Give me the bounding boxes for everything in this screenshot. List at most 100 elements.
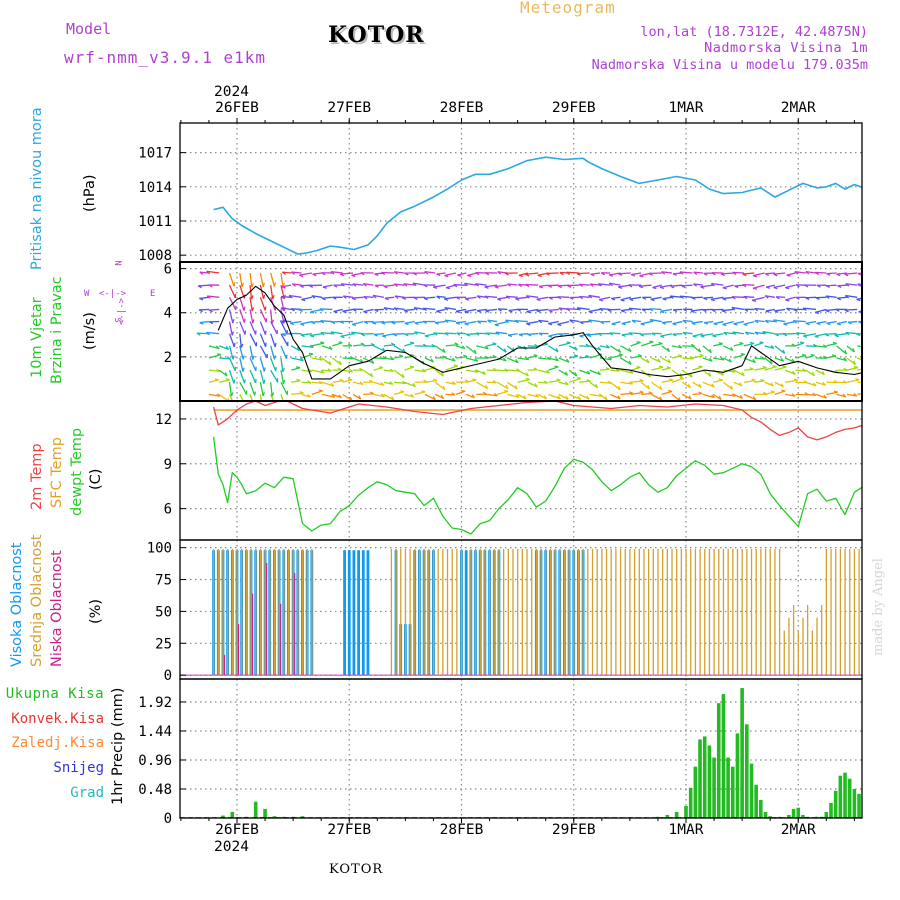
mid-cloud-bar	[591, 548, 594, 676]
wind-arrow	[577, 272, 590, 275]
wind-arrow-head	[333, 310, 338, 314]
wind-arrow	[373, 345, 386, 352]
wind-arrow	[661, 379, 673, 383]
wind-arrow	[876, 273, 888, 274]
wind-arrow-head	[866, 283, 869, 285]
wind-arrow	[435, 320, 446, 324]
wind-arrow-head	[444, 307, 449, 311]
cloud-unit: (%)	[88, 598, 104, 624]
wind-arrow	[836, 345, 847, 355]
compass-south: S	[114, 317, 125, 323]
wind-arrow	[494, 320, 508, 326]
mid-cloud-bar	[306, 548, 308, 676]
wind-arrow	[630, 341, 641, 347]
wind-arrow-head	[597, 333, 602, 337]
wind-arrow-head	[280, 307, 285, 311]
wind-arrow	[404, 320, 415, 324]
low-cloud-bar	[252, 593, 254, 676]
wind-arrow-head	[637, 354, 642, 357]
wind-arrow-head	[290, 308, 295, 312]
wind-arrow	[270, 321, 278, 335]
wind-arrow	[548, 333, 559, 337]
wind-arrow-head	[856, 333, 861, 337]
wind-axis-title-1: 10m Vjetar	[29, 297, 45, 378]
wind-arrow	[259, 309, 267, 323]
wind-arrow-head	[721, 309, 726, 313]
wind-arrow	[249, 272, 253, 288]
wind-arrow-head	[453, 284, 458, 288]
wind-arrow-head	[497, 298, 502, 301]
precip-bar	[272, 816, 277, 818]
wind-arrow-head	[605, 367, 610, 370]
wind-arrow	[475, 332, 487, 335]
wind-arrow	[679, 271, 693, 274]
wind-arrow-head	[409, 365, 414, 368]
wind-arrow-head	[431, 365, 436, 369]
wind-arrow	[206, 331, 220, 335]
wind-arrow-head	[263, 379, 266, 384]
wind-arrow	[620, 296, 631, 301]
wind-arrow-head	[836, 297, 842, 301]
wind-arrow	[702, 357, 713, 362]
wind-arrow-head	[764, 295, 769, 299]
wind-arrow	[290, 345, 300, 352]
wind-arrow	[745, 331, 755, 335]
wind-arrow	[671, 345, 682, 349]
wind-arrow-head	[661, 321, 667, 325]
compass-west: W	[84, 289, 90, 299]
wind-arrow	[889, 309, 898, 310]
wind-arrow-head	[232, 355, 235, 360]
wind-arrow-head	[574, 346, 578, 351]
wind-arrow-head	[505, 319, 510, 323]
wind-arrow	[661, 367, 671, 371]
wind-arrow	[803, 333, 817, 337]
wind-arrow-head	[472, 378, 477, 381]
precip-tick-label: 0.48	[138, 782, 172, 798]
wind-arrow-head	[339, 378, 344, 382]
date-label-top: 2MAR	[780, 100, 816, 116]
wind-arrow	[630, 380, 644, 383]
wind-arrow	[785, 379, 798, 383]
wind-arrow	[722, 320, 734, 326]
wind-arrow	[270, 285, 274, 300]
wind-arrow	[466, 369, 479, 373]
wind-unit: (m/s)	[82, 312, 98, 350]
wind-arrow-head	[698, 391, 703, 395]
wind-arrow	[291, 380, 301, 383]
wind-arrow-head	[810, 353, 815, 357]
wind-arrow-head	[887, 323, 891, 324]
wind-arrow	[733, 369, 745, 377]
wind-arrow-head	[599, 308, 604, 312]
wind-arrow-head	[743, 296, 748, 300]
pressure-tick-label: 1014	[138, 180, 172, 196]
wind-arrow-head	[206, 295, 211, 299]
wind-arrow	[681, 284, 693, 287]
compass-horizontal: <-|->	[99, 289, 127, 299]
wind-arrow-head	[206, 270, 211, 275]
wind-arrow	[280, 394, 284, 401]
precip-bar	[801, 814, 805, 818]
wind-arrow	[691, 320, 703, 324]
mid-cloud-bar	[222, 548, 224, 676]
wind-arrow-head	[526, 310, 531, 314]
wind-arrow-head	[363, 296, 368, 300]
precip-bar	[895, 816, 899, 818]
mid-cloud-bar	[255, 548, 257, 676]
mid-cloud-bar	[540, 548, 542, 676]
wind-arrow	[846, 345, 855, 353]
wind-arrow	[732, 331, 745, 335]
mid-cloud-bar	[535, 548, 538, 676]
wind-arrow	[363, 295, 374, 298]
wind-arrow-head	[436, 273, 441, 277]
wind-arrow-head	[639, 390, 644, 394]
mid-cloud-bar	[699, 548, 701, 676]
wind-arrow-head	[433, 332, 438, 336]
precip-bar	[712, 757, 716, 818]
mid-cloud-bar	[676, 548, 678, 676]
wind-arrow-head	[814, 335, 819, 339]
wind-arrow	[330, 331, 343, 335]
wind-arrow-head	[690, 343, 695, 347]
wind-arrow-head	[875, 360, 877, 363]
wind-arrow-head	[711, 394, 715, 399]
compass-north: N	[114, 260, 125, 266]
